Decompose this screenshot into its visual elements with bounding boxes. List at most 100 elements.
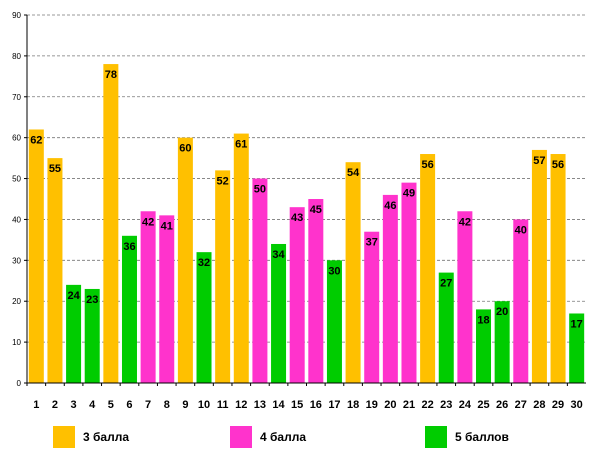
bar bbox=[159, 215, 175, 383]
data-label: 41 bbox=[161, 220, 173, 232]
bar bbox=[550, 154, 566, 383]
bar bbox=[177, 137, 193, 383]
legend-swatch-4 bbox=[230, 426, 252, 448]
data-label: 78 bbox=[105, 69, 117, 81]
legend-item-4: 4 балла bbox=[230, 426, 306, 448]
x-tick-label: 23 bbox=[440, 399, 452, 411]
x-tick-label: 18 bbox=[347, 399, 359, 411]
data-label: 52 bbox=[217, 175, 229, 187]
data-label: 60 bbox=[179, 143, 191, 155]
bar bbox=[345, 162, 361, 383]
data-label: 20 bbox=[496, 306, 508, 318]
x-tick-label: 7 bbox=[145, 399, 151, 411]
data-label: 24 bbox=[67, 290, 80, 302]
x-tick-label: 19 bbox=[366, 399, 378, 411]
data-label: 42 bbox=[459, 216, 471, 228]
bar bbox=[401, 182, 417, 383]
bar bbox=[121, 235, 137, 383]
data-label: 55 bbox=[49, 163, 61, 175]
y-tick-label: 10 bbox=[12, 338, 21, 347]
bars bbox=[28, 64, 585, 384]
bar bbox=[252, 178, 268, 383]
legend-label-3: 3 балла bbox=[83, 430, 130, 444]
x-tick-label: 13 bbox=[254, 399, 266, 411]
x-tick-label: 30 bbox=[571, 399, 583, 411]
bar bbox=[438, 272, 454, 383]
bar bbox=[271, 243, 287, 383]
data-label: 18 bbox=[477, 314, 489, 326]
y-tick-label: 60 bbox=[12, 134, 21, 143]
bar bbox=[494, 301, 510, 383]
data-labels: 62 55 24 23 78 36 42 41 60 32 52 61 50 34 43 45 30 54 37 46… bbox=[30, 69, 583, 330]
gridlines bbox=[27, 14, 586, 343]
bar bbox=[308, 199, 324, 383]
bar bbox=[457, 211, 473, 383]
x-tick-label: 20 bbox=[384, 399, 396, 411]
legend-label-4: 4 балла bbox=[260, 430, 307, 444]
data-label: 54 bbox=[347, 167, 360, 179]
data-label: 43 bbox=[291, 212, 303, 224]
y-tick-label: 90 bbox=[12, 11, 21, 20]
legend-item-5: 5 баллов bbox=[425, 426, 509, 448]
legend-swatch-3 bbox=[53, 426, 75, 448]
x-tick-label: 27 bbox=[515, 399, 527, 411]
bar bbox=[513, 219, 529, 383]
y-tick-label: 30 bbox=[12, 256, 21, 265]
x-tick-label: 15 bbox=[291, 399, 303, 411]
x-tick-label: 26 bbox=[496, 399, 508, 411]
x-tick-label: 22 bbox=[421, 399, 433, 411]
data-label: 61 bbox=[235, 139, 247, 151]
y-tick-label: 80 bbox=[12, 52, 21, 61]
x-tick-label: 17 bbox=[328, 399, 340, 411]
bar bbox=[103, 64, 119, 384]
data-label: 46 bbox=[384, 200, 396, 212]
x-tick-label: 3 bbox=[71, 399, 77, 411]
data-label: 56 bbox=[552, 159, 564, 171]
bar bbox=[84, 288, 100, 383]
x-tick-label: 5 bbox=[108, 399, 114, 411]
y-tick-label: 50 bbox=[12, 175, 21, 184]
data-label: 36 bbox=[123, 241, 135, 253]
data-label: 23 bbox=[86, 294, 98, 306]
data-label: 45 bbox=[310, 204, 322, 216]
legend-swatch-5 bbox=[425, 426, 447, 448]
x-tick-label: 9 bbox=[182, 399, 188, 411]
x-tick-label: 28 bbox=[533, 399, 545, 411]
x-tick-label: 11 bbox=[217, 399, 229, 411]
y-tick-label: 20 bbox=[12, 297, 21, 306]
bar bbox=[215, 170, 231, 383]
data-label: 42 bbox=[142, 216, 154, 228]
data-label: 30 bbox=[328, 265, 340, 277]
bar bbox=[196, 252, 212, 383]
legend-item-3: 3 балла bbox=[53, 426, 129, 448]
x-tick-label: 2 bbox=[52, 399, 58, 411]
y-tick-label: 70 bbox=[12, 93, 21, 102]
x-tick-label: 14 bbox=[272, 399, 285, 411]
x-tick-label: 16 bbox=[310, 399, 322, 411]
bar bbox=[233, 133, 249, 383]
data-label: 34 bbox=[272, 249, 285, 261]
x-tick-label: 8 bbox=[164, 399, 170, 411]
bar bbox=[326, 260, 342, 383]
data-label: 17 bbox=[571, 318, 583, 330]
bar bbox=[476, 309, 492, 383]
y-tick-label: 0 bbox=[17, 379, 22, 388]
bar bbox=[47, 158, 63, 383]
x-tick-label: 24 bbox=[459, 399, 472, 411]
x-tick-label: 12 bbox=[235, 399, 247, 411]
bar bbox=[140, 211, 156, 383]
x-tick-label: 29 bbox=[552, 399, 564, 411]
bar bbox=[420, 154, 436, 383]
x-tick-label: 4 bbox=[89, 399, 96, 411]
data-label: 40 bbox=[515, 224, 527, 236]
y-tick-label: 40 bbox=[12, 215, 21, 224]
bar bbox=[382, 194, 398, 383]
x-tick-label: 1 bbox=[33, 399, 39, 411]
data-label: 56 bbox=[421, 159, 433, 171]
x-tick-label: 10 bbox=[198, 399, 210, 411]
x-tick-label: 21 bbox=[403, 399, 415, 411]
bar bbox=[569, 313, 585, 383]
data-label: 49 bbox=[403, 188, 415, 200]
